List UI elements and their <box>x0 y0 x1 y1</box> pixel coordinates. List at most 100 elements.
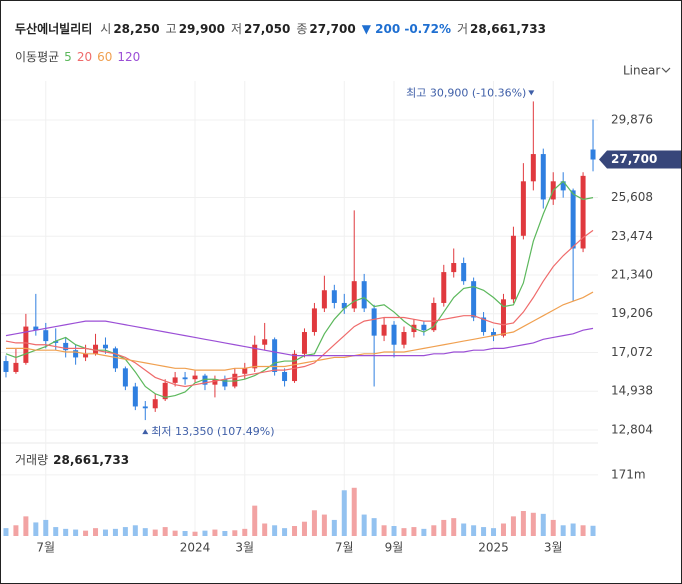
volume-bar <box>182 531 188 536</box>
volume-bar <box>43 519 49 536</box>
volume-bar <box>301 521 307 536</box>
candle-body <box>500 299 506 336</box>
volume-bar <box>202 530 208 536</box>
candle-body <box>510 235 516 300</box>
candle-body <box>431 302 437 331</box>
volume-bar <box>152 529 158 536</box>
candle-body <box>112 348 118 369</box>
volume-bar <box>142 528 148 536</box>
y-tick-label: 12,804 <box>611 422 653 436</box>
candle-body <box>232 373 238 387</box>
field-value: 27,700 <box>309 22 356 36</box>
volume-bar <box>570 523 576 536</box>
candle-body <box>262 339 268 345</box>
legend-entry: 60 <box>97 50 113 64</box>
field-label: 저 <box>231 22 243 36</box>
volume-bar <box>441 519 447 536</box>
candle-body <box>63 342 69 351</box>
volume-bar <box>192 531 198 536</box>
candle-body <box>23 326 29 363</box>
volume-bar <box>232 530 238 536</box>
volume-bar <box>112 528 118 536</box>
y-tick-label: 21,340 <box>611 267 653 281</box>
volume-bar <box>421 528 427 536</box>
chevron[interactable] <box>661 67 671 73</box>
candle-body <box>401 332 407 345</box>
y-tick-label: 171m <box>611 467 646 481</box>
volume-bar <box>580 525 586 536</box>
x-tick-label: 7월 <box>335 541 354 555</box>
volume-bar <box>292 526 298 536</box>
volume-bar <box>83 530 89 536</box>
volume-bar <box>73 529 79 536</box>
candle-body <box>331 290 337 303</box>
candle-body <box>481 317 487 333</box>
price-tag <box>599 150 681 169</box>
volume-bar <box>461 523 467 536</box>
candle-body <box>580 175 586 249</box>
price-tag-label: 27,700 <box>611 152 657 166</box>
candle-body <box>182 377 188 380</box>
candle-body <box>162 382 168 400</box>
candle-body <box>73 350 79 358</box>
volume-bar <box>391 526 397 536</box>
x-tick-label: 9월 <box>385 541 404 555</box>
volume-bar <box>361 514 367 536</box>
volume-bar <box>351 487 357 536</box>
volume-value: 28,661,733 <box>53 453 129 467</box>
candle-body <box>83 353 89 358</box>
volume-bar <box>272 525 278 536</box>
legend-entry: 20 <box>76 50 93 64</box>
y-tick-label: 14,938 <box>611 384 653 398</box>
volume-bar <box>321 514 327 536</box>
candle-body <box>341 302 347 309</box>
candle-body <box>321 290 327 309</box>
volume-bar <box>252 505 258 536</box>
volume-bar <box>93 528 99 536</box>
x-tick-label: 7월 <box>36 541 55 555</box>
volume-bar <box>262 523 268 536</box>
volume-bar <box>431 525 437 536</box>
candle-body <box>560 181 566 191</box>
price-change: ▼ 200 -0.72% <box>361 22 451 36</box>
candle-body <box>570 190 576 249</box>
field-value: 28,250 <box>113 22 160 36</box>
field-label: 종 <box>296 22 308 36</box>
candle-body <box>351 281 357 309</box>
volume-bar <box>13 525 19 536</box>
stock-name: 두산에너빌리티 <box>15 22 93 36</box>
candle-body <box>361 281 367 309</box>
volume-bar <box>451 518 457 536</box>
candle-body <box>142 406 148 409</box>
candle-body <box>292 353 298 382</box>
volume-bar <box>331 519 337 536</box>
candle-body <box>491 332 497 336</box>
volume-bar <box>162 527 168 536</box>
x-tick-label: 2024 <box>180 541 211 555</box>
volume-bar <box>33 522 39 536</box>
candle-body <box>371 308 377 336</box>
volume-bar <box>53 527 59 536</box>
volume-label: 거래량 <box>15 453 48 467</box>
volume-bar <box>381 525 387 536</box>
volume-bar <box>3 528 9 536</box>
volume-bar <box>172 530 178 536</box>
candle-body <box>93 344 99 354</box>
legend-entry: 5 <box>64 50 72 64</box>
volume-bar <box>63 528 69 536</box>
volume-bar <box>481 527 487 536</box>
field-value: 27,050 <box>244 22 291 36</box>
candle-body <box>212 379 218 385</box>
candle-body <box>451 263 457 273</box>
ma-line <box>5 229 594 388</box>
volume-bar <box>401 528 407 536</box>
volume-bar <box>222 531 228 536</box>
candle-body <box>222 379 228 387</box>
ma-legend: 이동평균 5 20 60 120 <box>15 48 145 65</box>
candle-body <box>172 377 178 383</box>
x-tick-label: 3월 <box>235 541 254 555</box>
scale-toggle[interactable]: Linear <box>623 64 660 78</box>
volume-bar <box>550 519 556 536</box>
volume-bar <box>510 516 516 536</box>
